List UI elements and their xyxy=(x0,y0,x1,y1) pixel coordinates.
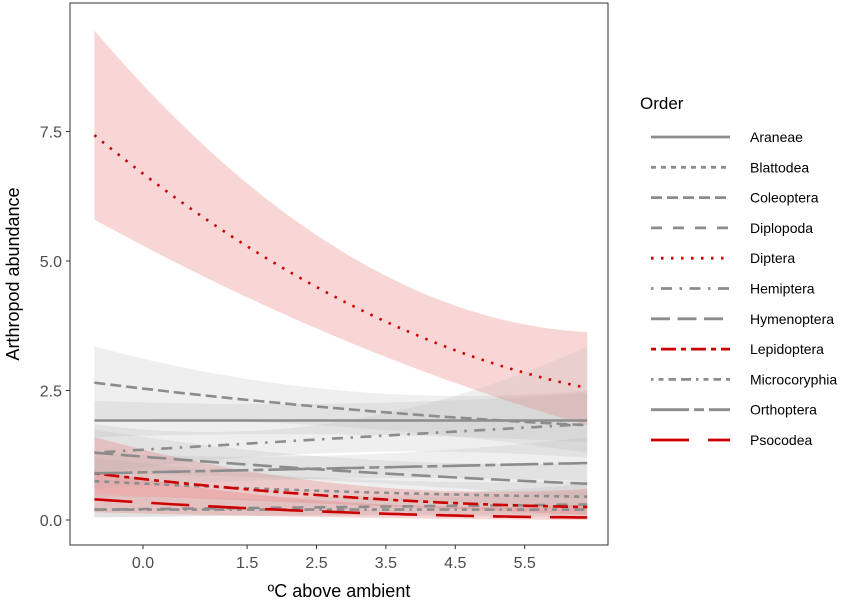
legend-item-orthoptera: Orthoptera xyxy=(651,402,817,418)
legend-item-blattodea: Blattodea xyxy=(651,159,809,175)
line-hemiptera xyxy=(94,422,588,454)
band-microcoryphia xyxy=(94,491,588,518)
legend-label: Diplopoda xyxy=(750,220,813,236)
legend-item-hymenoptera: Hymenoptera xyxy=(651,311,834,327)
legend-item-microcoryphia: Microcoryphia xyxy=(651,371,837,387)
x-tick-label: 2.5 xyxy=(305,555,327,572)
line-psocodea xyxy=(94,498,588,519)
band-hymenoptera xyxy=(94,429,588,500)
legend-item-hemiptera: Hemiptera xyxy=(651,281,815,297)
x-axis-label: ºC above ambient xyxy=(268,581,411,601)
legend-title: Order xyxy=(640,94,684,113)
band-araneae xyxy=(94,393,588,443)
x-tick-label: 3.5 xyxy=(375,555,397,572)
x-tick-label: 1.5 xyxy=(236,555,258,572)
y-axis: 0.0 2.5 5.0 7.5 xyxy=(40,125,70,530)
legend-item-diptera: Diptera xyxy=(651,250,795,266)
line-lepidoptera xyxy=(94,472,588,509)
legend-label: Coleoptera xyxy=(750,190,819,206)
legend-label: Diptera xyxy=(750,250,795,266)
y-axis-label: Arthropod abundance xyxy=(3,187,23,360)
legend-label: Lepidoptera xyxy=(750,341,824,357)
band-hemiptera xyxy=(94,346,588,474)
y-tick-label: 5.0 xyxy=(40,254,62,271)
legend: Order Araneae Blattodea Coleoptera Diplopod… xyxy=(640,94,837,448)
legend-item-lepidoptera: Lepidoptera xyxy=(651,341,824,357)
y-tick-label: 2.5 xyxy=(40,384,62,401)
band-blattodea xyxy=(94,457,588,508)
x-tick-label: 4.5 xyxy=(444,555,466,572)
y-tick-label: 0.0 xyxy=(40,513,62,530)
series-lines xyxy=(93,134,588,519)
legend-item-coleoptera: Coleoptera xyxy=(651,190,819,206)
band-coleoptera xyxy=(94,346,588,453)
legend-label: Hemiptera xyxy=(750,281,815,297)
line-diplopoda xyxy=(94,503,588,511)
line-orthoptera xyxy=(94,461,588,475)
legend-item-diplopoda: Diplopoda xyxy=(651,220,813,236)
x-tick-label: 5.5 xyxy=(514,555,536,572)
y-tick-label: 7.5 xyxy=(40,125,62,142)
band-lepidoptera xyxy=(94,437,588,515)
legend-label: Orthoptera xyxy=(750,402,817,418)
line-blattodea xyxy=(94,479,588,498)
plot-panel-border xyxy=(69,2,609,546)
line-hymenoptera xyxy=(94,451,588,485)
band-orthoptera xyxy=(94,437,588,489)
x-tick-label: 0.0 xyxy=(132,555,154,572)
legend-item-araneae: Araneae xyxy=(651,129,803,145)
legend-label: Hymenoptera xyxy=(750,311,834,327)
confidence-bands xyxy=(94,30,588,520)
legend-label: Araneae xyxy=(750,129,803,145)
legend-label: Blattodea xyxy=(750,159,809,175)
x-axis: 0.0 1.5 2.5 3.5 4.5 5.5 xyxy=(132,545,536,572)
line-coleoptera xyxy=(94,381,588,427)
legend-label: Psocodea xyxy=(750,432,812,448)
legend-label: Microcoryphia xyxy=(750,371,837,387)
band-diptera xyxy=(94,30,588,426)
legend-item-psocodea: Psocodea xyxy=(651,432,812,448)
